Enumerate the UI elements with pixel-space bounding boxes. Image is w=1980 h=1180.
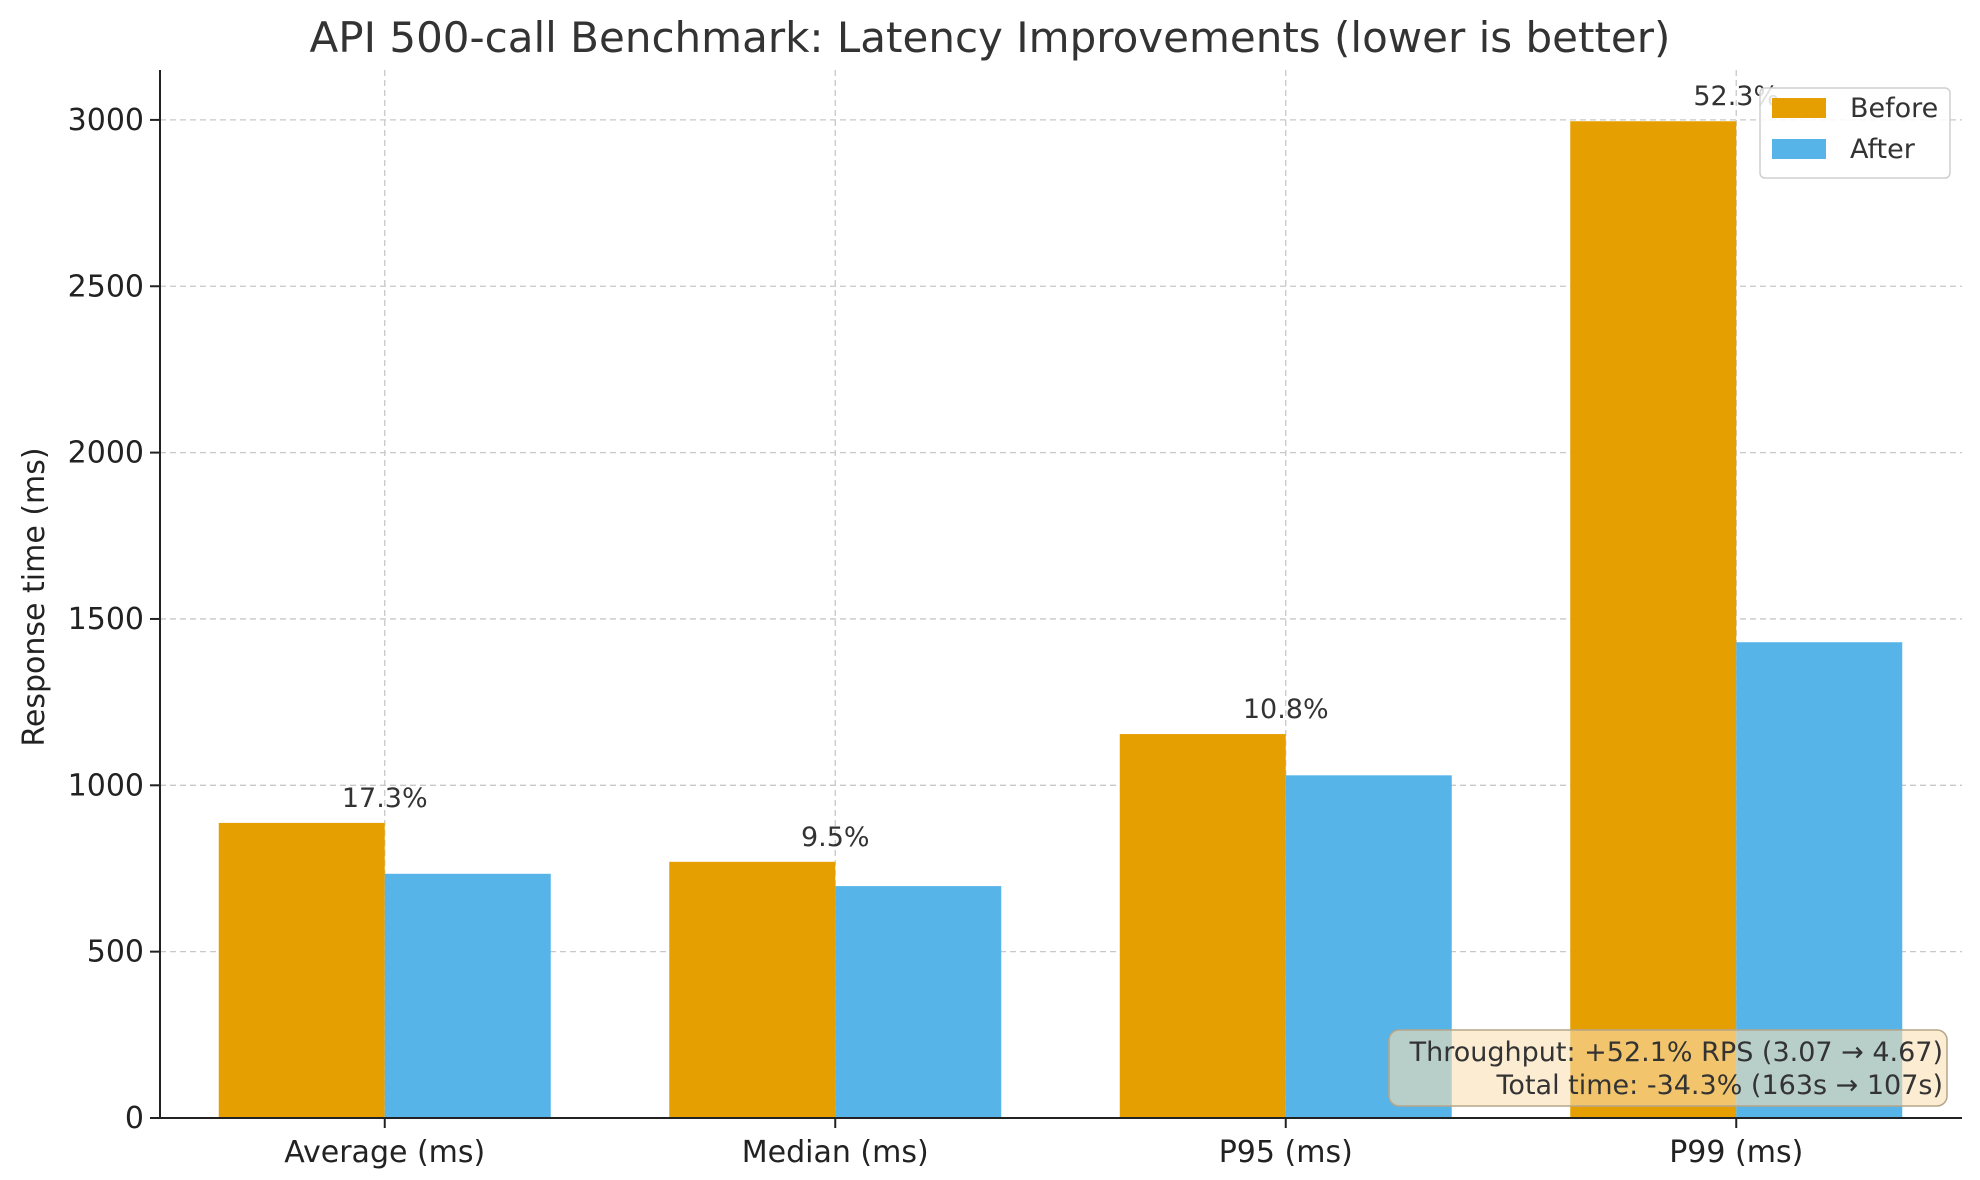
legend-label-before: Before	[1850, 93, 1938, 124]
y-tick-label: 1500	[68, 602, 144, 637]
legend: Before After	[1759, 87, 1951, 179]
annotation-line-1: Throughput: +52.1% RPS (3.07 → 4.67)	[1409, 1037, 1943, 1068]
summary-annotation: Throughput: +52.1% RPS (3.07 → 4.67)Tota…	[1388, 1029, 1948, 1107]
improvement-labels: 17.3%9.5%10.8%52.3%	[342, 81, 1779, 853]
y-axis-label: Response time (ms)	[17, 447, 52, 746]
improvement-label: 10.8%	[1243, 694, 1329, 725]
y-tick-label: 500	[87, 935, 144, 970]
bar-before-4	[1570, 121, 1737, 1119]
improvement-label: 17.3%	[342, 783, 428, 814]
x-tick-label: P95 (ms)	[1219, 1135, 1353, 1170]
bar-before-2	[669, 861, 836, 1118]
y-tick-label: 2500	[68, 269, 144, 304]
y-tick-labels: 0 500 1000 1500 2000 2500 3000	[68, 103, 144, 1136]
legend-swatch-before	[1772, 98, 1826, 118]
x-tick-label: P99 (ms)	[1669, 1135, 1803, 1170]
x-tick-label: Median (ms)	[742, 1135, 929, 1170]
bar-before-3	[1119, 734, 1286, 1118]
legend-swatch-after	[1772, 139, 1826, 159]
legend-label-after: After	[1850, 134, 1916, 165]
y-tick-label: 1000	[68, 768, 144, 803]
bar-after-1	[384, 873, 551, 1118]
axes	[150, 70, 1962, 1128]
x-tick-labels: Average (ms) Median (ms) P95 (ms) P99 (ms)	[284, 1135, 1803, 1170]
y-tick-label: 0	[125, 1101, 144, 1136]
annotation-box	[1388, 1029, 1948, 1107]
annotation-line-2: Total time: -34.3% (163s → 107s)	[1496, 1070, 1943, 1101]
x-tick-label: Average (ms)	[284, 1135, 485, 1170]
y-tick-label: 3000	[68, 103, 144, 138]
bar-after-2	[835, 886, 1002, 1118]
bars	[218, 121, 1903, 1119]
y-tick-label: 2000	[68, 436, 144, 471]
bar-before-1	[218, 822, 385, 1118]
chart-title: API 500-call Benchmark: Latency Improvem…	[310, 13, 1671, 62]
improvement-label: 9.5%	[801, 822, 870, 853]
